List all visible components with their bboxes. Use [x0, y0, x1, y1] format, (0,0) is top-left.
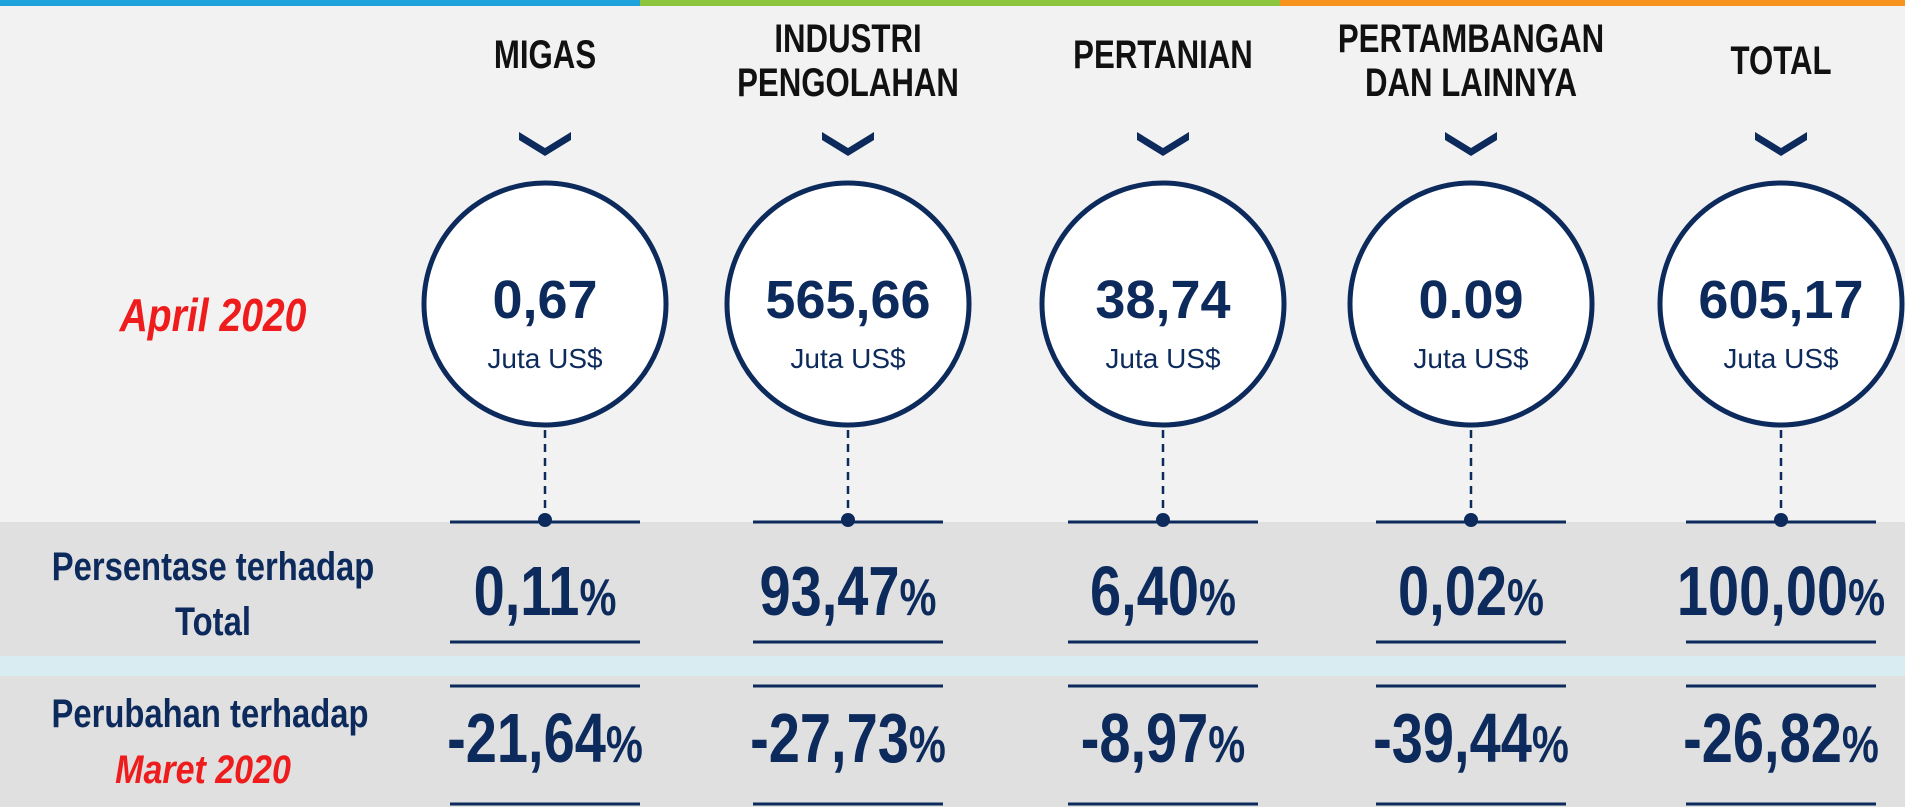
share-value: 100,00% [1677, 553, 1885, 630]
change-label: Maret 2020 [115, 746, 291, 791]
share-number: 6,40 [1090, 553, 1199, 630]
share-unit: % [1507, 568, 1544, 627]
value-circle [1347, 180, 1595, 428]
change-number: -8,97 [1081, 700, 1209, 777]
change-label: Perubahan terhadap [51, 691, 368, 736]
value: 38,74 [1095, 270, 1230, 330]
value-circle [1039, 180, 1287, 428]
share-number: 0,02 [1398, 553, 1507, 630]
change-band [0, 676, 1905, 807]
change-number: -39,44 [1373, 700, 1532, 777]
change-value: -26,82% [1683, 700, 1879, 777]
change-unit: % [1532, 715, 1569, 774]
change-value: -21,64% [447, 700, 643, 777]
change-value: -27,73% [750, 700, 946, 777]
change-unit: % [606, 715, 643, 774]
column-header: TOTAL [1730, 38, 1831, 83]
chevron [822, 132, 874, 156]
separator-band [0, 656, 1905, 676]
column-header: PERTANIAN [1073, 32, 1253, 77]
share-value: 0,11% [474, 553, 617, 630]
top-bar-green [640, 0, 1280, 6]
change-unit: % [1208, 715, 1245, 774]
change-number: -27,73 [750, 700, 909, 777]
unit: Juta US$ [487, 343, 603, 374]
unit: Juta US$ [1105, 343, 1221, 374]
connector-dot [1156, 513, 1170, 527]
share-value: 93,47% [759, 553, 936, 630]
column-header: PERTAMBANGAN [1338, 16, 1604, 61]
connector-dot [1774, 513, 1788, 527]
unit: Juta US$ [1723, 343, 1839, 374]
share-number: 100,00 [1677, 553, 1848, 630]
top-bar-orange [1280, 0, 1905, 6]
share-number: 0,11 [474, 553, 580, 630]
share-value: 0,02% [1398, 553, 1544, 630]
change-unit: % [909, 715, 946, 774]
share-unit: % [1848, 568, 1885, 627]
value: 605,17 [1698, 270, 1863, 330]
change-number: -21,64 [447, 700, 606, 777]
value: 565,66 [765, 270, 930, 330]
share-band [0, 522, 1905, 656]
value: 0,67 [492, 270, 597, 330]
connector-dot [841, 513, 855, 527]
chevron [1445, 132, 1497, 156]
value-circle [1657, 180, 1905, 428]
value-circle [724, 180, 972, 428]
change-unit: % [1842, 715, 1879, 774]
unit: Juta US$ [790, 343, 906, 374]
top-bar-blue [0, 0, 640, 6]
share-label: Total [175, 599, 251, 644]
share-value: 6,40% [1090, 553, 1236, 630]
share-unit: % [1199, 568, 1236, 627]
share-unit: % [900, 568, 937, 627]
column-header: PENGOLAHAN [737, 60, 959, 105]
column-header: MIGAS [494, 32, 596, 77]
change-value: -8,97% [1081, 700, 1246, 777]
connector-dot [1464, 513, 1478, 527]
value-circle [421, 180, 669, 428]
share-label: Persentase terhadap [52, 544, 375, 589]
chevron [1137, 132, 1189, 156]
column-header: DAN LAINNYA [1365, 60, 1577, 105]
value: 0.09 [1418, 270, 1523, 330]
column-header: INDUSTRI [774, 16, 921, 61]
share-number: 93,47 [759, 553, 899, 630]
unit: Juta US$ [1413, 343, 1529, 374]
chevron [1755, 132, 1807, 156]
connector-dot [538, 513, 552, 527]
april-label: April 2020 [119, 290, 307, 342]
change-value: -39,44% [1373, 700, 1569, 777]
share-unit: % [579, 568, 616, 627]
change-number: -26,82 [1683, 700, 1842, 777]
chevron [519, 132, 571, 156]
